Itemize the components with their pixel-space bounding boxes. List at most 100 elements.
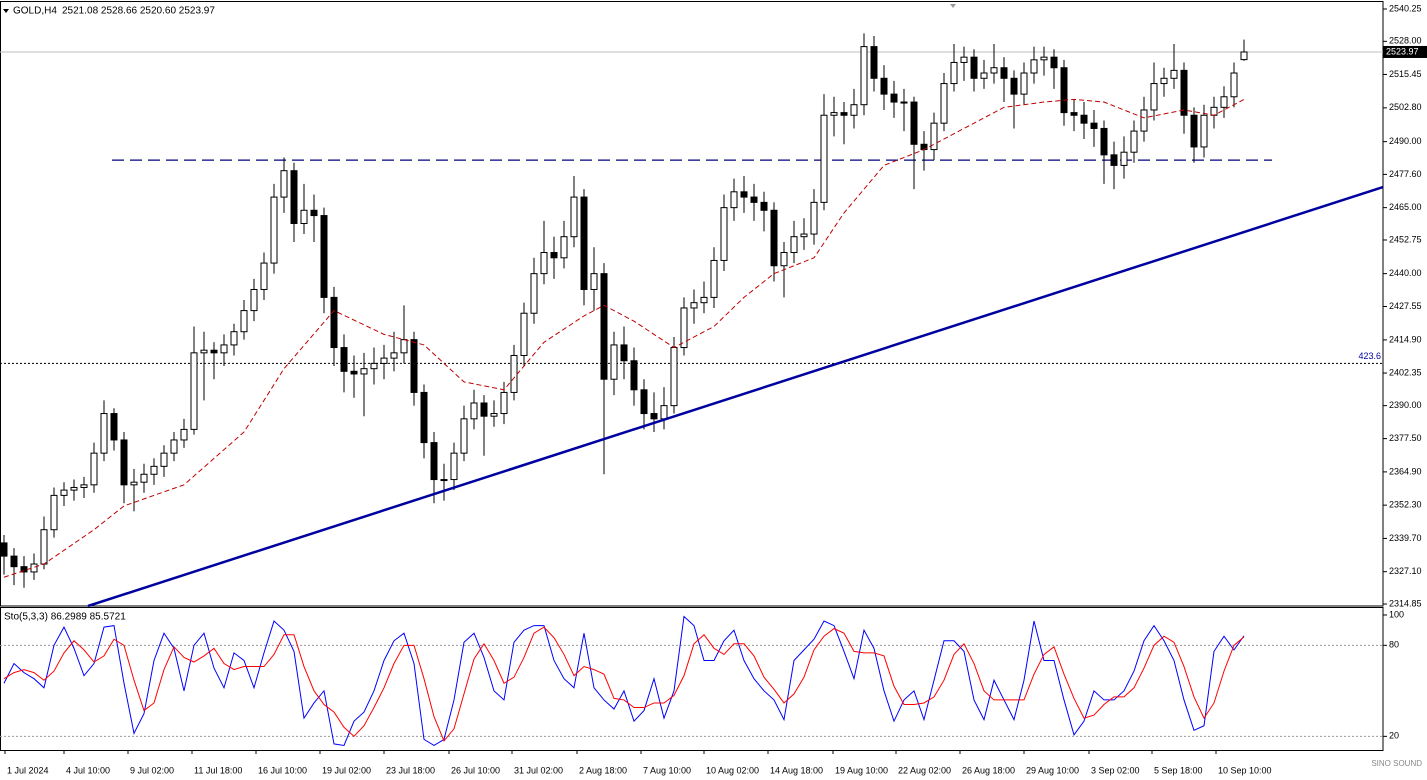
candle-body xyxy=(1220,96,1228,108)
candle-body xyxy=(410,339,418,393)
x-tick-label: 11 Jul 18:00 xyxy=(194,765,242,775)
candle-body xyxy=(950,61,958,85)
candle-body xyxy=(240,310,248,333)
candle-body xyxy=(110,413,118,441)
y-tick-label: 2477.60 xyxy=(1389,169,1422,179)
candle-body xyxy=(1190,114,1198,148)
candle-body xyxy=(1200,114,1208,148)
candle-body xyxy=(570,196,578,238)
candle-body xyxy=(30,563,38,573)
oscillator-title: Sto(5,3,3) 86.2989 85.5721 xyxy=(4,612,126,623)
candle-body xyxy=(420,391,428,444)
candle-body xyxy=(810,201,818,235)
candle-body xyxy=(730,191,738,209)
candle-body xyxy=(690,302,698,309)
candle-body xyxy=(1000,67,1008,79)
candle-body xyxy=(830,112,838,116)
candle-body xyxy=(270,196,278,264)
candle-body xyxy=(800,233,808,238)
candle-body xyxy=(890,93,898,103)
candle-body xyxy=(540,252,548,275)
candle-body xyxy=(80,484,88,488)
ohlc-quote: 2521.08 2528.66 2520.60 2523.97 xyxy=(62,6,215,17)
level-label: 423.6 xyxy=(1358,351,1381,361)
candle-body xyxy=(140,473,148,483)
candle-body xyxy=(480,402,488,417)
candle-body xyxy=(120,439,128,486)
osc-line xyxy=(3,626,1245,742)
candle-body xyxy=(380,357,388,364)
candle-body xyxy=(590,273,598,290)
oscillator-frame xyxy=(0,607,1384,751)
candle-body xyxy=(650,413,658,420)
candle-body xyxy=(1030,59,1038,74)
candle-body xyxy=(750,196,758,203)
y-tick-label: 2314.85 xyxy=(1389,598,1422,608)
x-tick-label: 31 Jul 02:00 xyxy=(514,765,563,775)
candle-body xyxy=(190,352,198,430)
osc-y-tick-label: 20 xyxy=(1389,731,1399,741)
candle-body xyxy=(700,296,708,304)
candle-body xyxy=(470,402,478,420)
candle-body xyxy=(330,296,338,349)
candle-body xyxy=(40,529,48,565)
y-tick-label: 2440.00 xyxy=(1389,268,1422,278)
candle-body xyxy=(680,307,688,349)
y-tick-label: 2327.10 xyxy=(1389,566,1422,576)
x-tick-label: 14 Aug 18:00 xyxy=(770,765,823,775)
candle-body xyxy=(1160,77,1168,85)
candle-body xyxy=(970,56,978,79)
candle-body xyxy=(210,349,218,354)
candle-body xyxy=(290,170,298,224)
candle-body xyxy=(450,452,458,481)
candle-body xyxy=(520,312,528,356)
candle-body xyxy=(960,56,968,63)
y-tick-label: 2490.00 xyxy=(1389,136,1422,146)
watermark: SINO SOUND xyxy=(1371,759,1422,768)
osc-y-tick-label: 100 xyxy=(1389,609,1404,619)
candle-body xyxy=(740,191,748,198)
x-tick-label: 26 Aug 18:00 xyxy=(962,765,1015,775)
candle-body xyxy=(310,209,318,217)
y-tick-label: 2540.25 xyxy=(1389,3,1422,13)
candle-body xyxy=(940,83,948,124)
candle-body xyxy=(340,347,348,372)
candle-body xyxy=(840,112,848,116)
candle-body xyxy=(1090,122,1098,129)
x-tick-label: 26 Jul 10:00 xyxy=(451,765,500,775)
candle-body xyxy=(600,273,608,380)
candle-body xyxy=(70,486,78,491)
candle-body xyxy=(910,101,918,145)
candle-body xyxy=(1040,56,1048,61)
symbol-title: GOLD,H4 xyxy=(13,6,57,17)
candle-body xyxy=(1010,77,1018,95)
candle-body xyxy=(10,555,18,568)
candle-body xyxy=(160,452,168,467)
candle-body xyxy=(320,215,328,298)
collapse-arrow[interactable] xyxy=(3,9,9,13)
candle-body xyxy=(1070,112,1078,116)
trendline xyxy=(87,185,1384,608)
candle-body xyxy=(200,349,208,354)
candle-body xyxy=(990,67,998,74)
x-tick-label: 3 Sep 02:00 xyxy=(1091,765,1140,775)
x-tick-label: 19 Jul 02:00 xyxy=(322,765,371,775)
candle-body xyxy=(790,236,798,254)
candle-body xyxy=(770,209,778,267)
x-tick-label: 10 Aug 02:00 xyxy=(706,765,759,775)
candle-body xyxy=(560,236,568,259)
y-tick-label: 2390.00 xyxy=(1389,400,1422,410)
candle-body xyxy=(550,252,558,259)
candle-body xyxy=(370,362,378,370)
candle-body xyxy=(180,428,188,441)
candle-body xyxy=(430,442,438,481)
y-tick-label: 2364.90 xyxy=(1389,466,1422,476)
candle-body xyxy=(1050,56,1058,69)
x-tick-label: 2 Aug 18:00 xyxy=(579,765,627,775)
candle-body xyxy=(0,542,8,557)
candle-body xyxy=(530,273,538,314)
candle-body xyxy=(1060,67,1068,114)
candle-body xyxy=(1240,51,1248,61)
